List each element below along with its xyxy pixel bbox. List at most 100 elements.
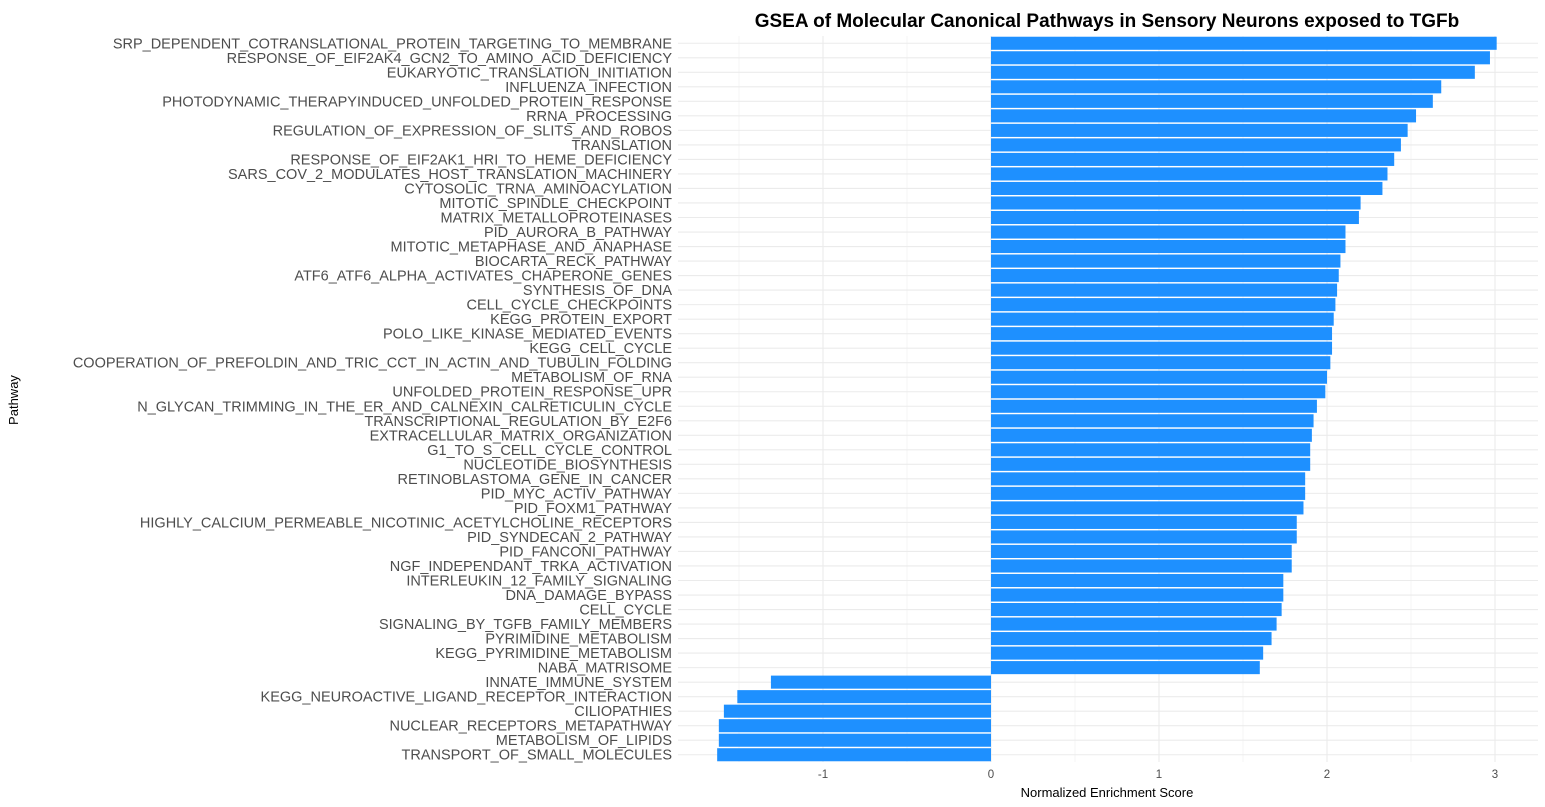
bar	[991, 181, 1383, 195]
bar	[991, 530, 1297, 544]
bar	[737, 690, 991, 704]
bar	[991, 196, 1361, 210]
category-label: MATRIX_METALLOPROTEINASES	[440, 211, 672, 227]
x-tick-label: -1	[818, 769, 828, 781]
bar	[991, 559, 1292, 573]
bar	[991, 312, 1334, 326]
bar	[991, 501, 1304, 515]
category-label: PHOTODYNAMIC_THERAPYINDUCED_UNFOLDED_PRO…	[162, 94, 672, 110]
x-tick-label: 2	[1324, 769, 1330, 781]
bar	[718, 733, 991, 747]
category-label: PID_AURORA_B_PATHWAY	[484, 225, 672, 241]
bar	[991, 327, 1333, 341]
bar	[991, 443, 1311, 457]
x-axis-title: Normalized Enrichment Score	[1021, 785, 1194, 800]
bar	[991, 603, 1282, 617]
bar	[991, 240, 1346, 254]
category-label: INNATE_IMMUNE_SYSTEM	[485, 675, 672, 691]
bar	[991, 661, 1260, 675]
category-label: G1_TO_S_CELL_CYCLE_CONTROL	[427, 443, 672, 459]
bar	[991, 210, 1359, 225]
bar	[991, 385, 1326, 399]
bar-layer	[717, 36, 1497, 762]
chart-title: GSEA of Molecular Canonical Pathways in …	[755, 11, 1460, 32]
category-label: SIGNALING_BY_TGFB_FAMILY_MEMBERS	[379, 617, 672, 633]
bar	[991, 152, 1395, 166]
category-label: SARS_COV_2_MODULATES_HOST_TRANSLATION_MA…	[228, 167, 672, 183]
x-tick-label: 0	[988, 769, 994, 781]
bar	[991, 617, 1277, 631]
x-tick-labels: -1 0 1 2 3	[818, 769, 1498, 781]
bar	[991, 65, 1475, 79]
x-tick-label: 3	[1492, 769, 1498, 781]
bar	[991, 515, 1297, 529]
category-label: COOPERATION_OF_PREFOLDIN_AND_TRIC_CCT_IN…	[73, 356, 672, 372]
bar	[991, 80, 1442, 94]
bar	[770, 675, 991, 689]
bar	[991, 646, 1264, 660]
bar	[991, 167, 1388, 181]
bar	[991, 486, 1306, 500]
x-tick-label: 1	[1156, 769, 1162, 781]
category-label: NUCLEAR_RECEPTORS_METAPATHWAY	[389, 719, 672, 735]
category-label: PID_SYNDECAN_2_PATHWAY	[467, 530, 672, 546]
bar	[991, 283, 1338, 297]
bar	[718, 719, 991, 733]
bar	[991, 472, 1306, 486]
bar	[991, 428, 1312, 442]
bar	[723, 704, 991, 718]
category-label: RRNA_PROCESSING	[526, 109, 672, 125]
category-label: RESPONSE_OF_EIF2AK4_GCN2_TO_AMINO_ACID_D…	[227, 51, 673, 67]
bar	[991, 370, 1327, 384]
category-label: REGULATION_OF_EXPRESSION_OF_SLITS_AND_RO…	[273, 123, 672, 139]
category-label: CELL_CYCLE	[579, 603, 672, 619]
category-label: INTERLEUKIN_12_FAMILY_SIGNALING	[406, 574, 672, 590]
category-labels: SRP_DEPENDENT_COTRANSLATIONAL_PROTEIN_TA…	[73, 36, 673, 763]
category-label: KEGG_PYRIMIDINE_METABOLISM	[435, 646, 672, 662]
bar	[991, 269, 1339, 283]
bar	[991, 544, 1292, 558]
bar	[991, 632, 1272, 646]
category-label: N_GLYCAN_TRIMMING_IN_THE_ER_AND_CALNEXIN…	[137, 399, 672, 415]
category-label: PID_FOXM1_PATHWAY	[514, 501, 673, 517]
bar	[991, 399, 1317, 413]
category-label: SRP_DEPENDENT_COTRANSLATIONAL_PROTEIN_TA…	[113, 36, 672, 52]
category-label: NUCLEOTIDE_BIOSYNTHESIS	[463, 457, 672, 473]
category-label: KEGG_CELL_CYCLE	[529, 341, 672, 357]
category-label: PID_FANCONI_PATHWAY	[499, 544, 672, 560]
category-label: METABOLISM_OF_LIPIDS	[496, 733, 672, 749]
bar	[991, 51, 1490, 65]
category-label: MITOTIC_SPINDLE_CHECKPOINT	[439, 196, 672, 212]
bar	[991, 123, 1408, 137]
category-label: POLO_LIKE_KINASE_MEDIATED_EVENTS	[383, 327, 672, 343]
category-label: BIOCARTA_RECK_PATHWAY	[475, 254, 672, 270]
bar	[717, 748, 991, 762]
category-label: RESPONSE_OF_EIF2AK1_HRI_TO_HEME_DEFICIEN…	[290, 152, 672, 168]
y-axis-title: Pathway	[6, 375, 21, 425]
bar	[991, 298, 1336, 312]
category-label: PYRIMIDINE_METABOLISM	[485, 632, 672, 648]
category-label: DNA_DAMAGE_BYPASS	[505, 588, 672, 604]
bar	[991, 109, 1417, 123]
category-label: KEGG_PROTEIN_EXPORT	[490, 312, 672, 328]
category-label: MITOTIC_METAPHASE_AND_ANAPHASE	[391, 240, 673, 256]
category-label: METABOLISM_OF_RNA	[511, 370, 672, 386]
category-label: INFLUENZA_INFECTION	[505, 80, 672, 96]
bar	[991, 36, 1497, 50]
category-label: NABA_MATRISOME	[538, 661, 673, 677]
category-label: EXTRACELLULAR_MATRIX_ORGANIZATION	[370, 428, 672, 444]
bar	[991, 588, 1284, 602]
category-label: CILIOPATHIES	[574, 704, 672, 720]
category-label: TRANSPORT_OF_SMALL_MOLECULES	[402, 748, 672, 764]
category-label: SYNTHESIS_OF_DNA	[523, 283, 672, 299]
category-label: NGF_INDEPENDANT_TRKA_ACTIVATION	[390, 559, 672, 575]
bar	[991, 414, 1314, 428]
category-label: TRANSLATION	[572, 138, 672, 154]
bar	[991, 356, 1331, 370]
bar	[991, 138, 1401, 152]
category-label: ATF6_ATF6_ALPHA_ACTIVATES_CHAPERONE_GENE…	[294, 269, 672, 285]
category-label: RETINOBLASTOMA_GENE_IN_CANCER	[398, 472, 673, 488]
bar	[991, 457, 1311, 471]
bar	[991, 225, 1346, 239]
